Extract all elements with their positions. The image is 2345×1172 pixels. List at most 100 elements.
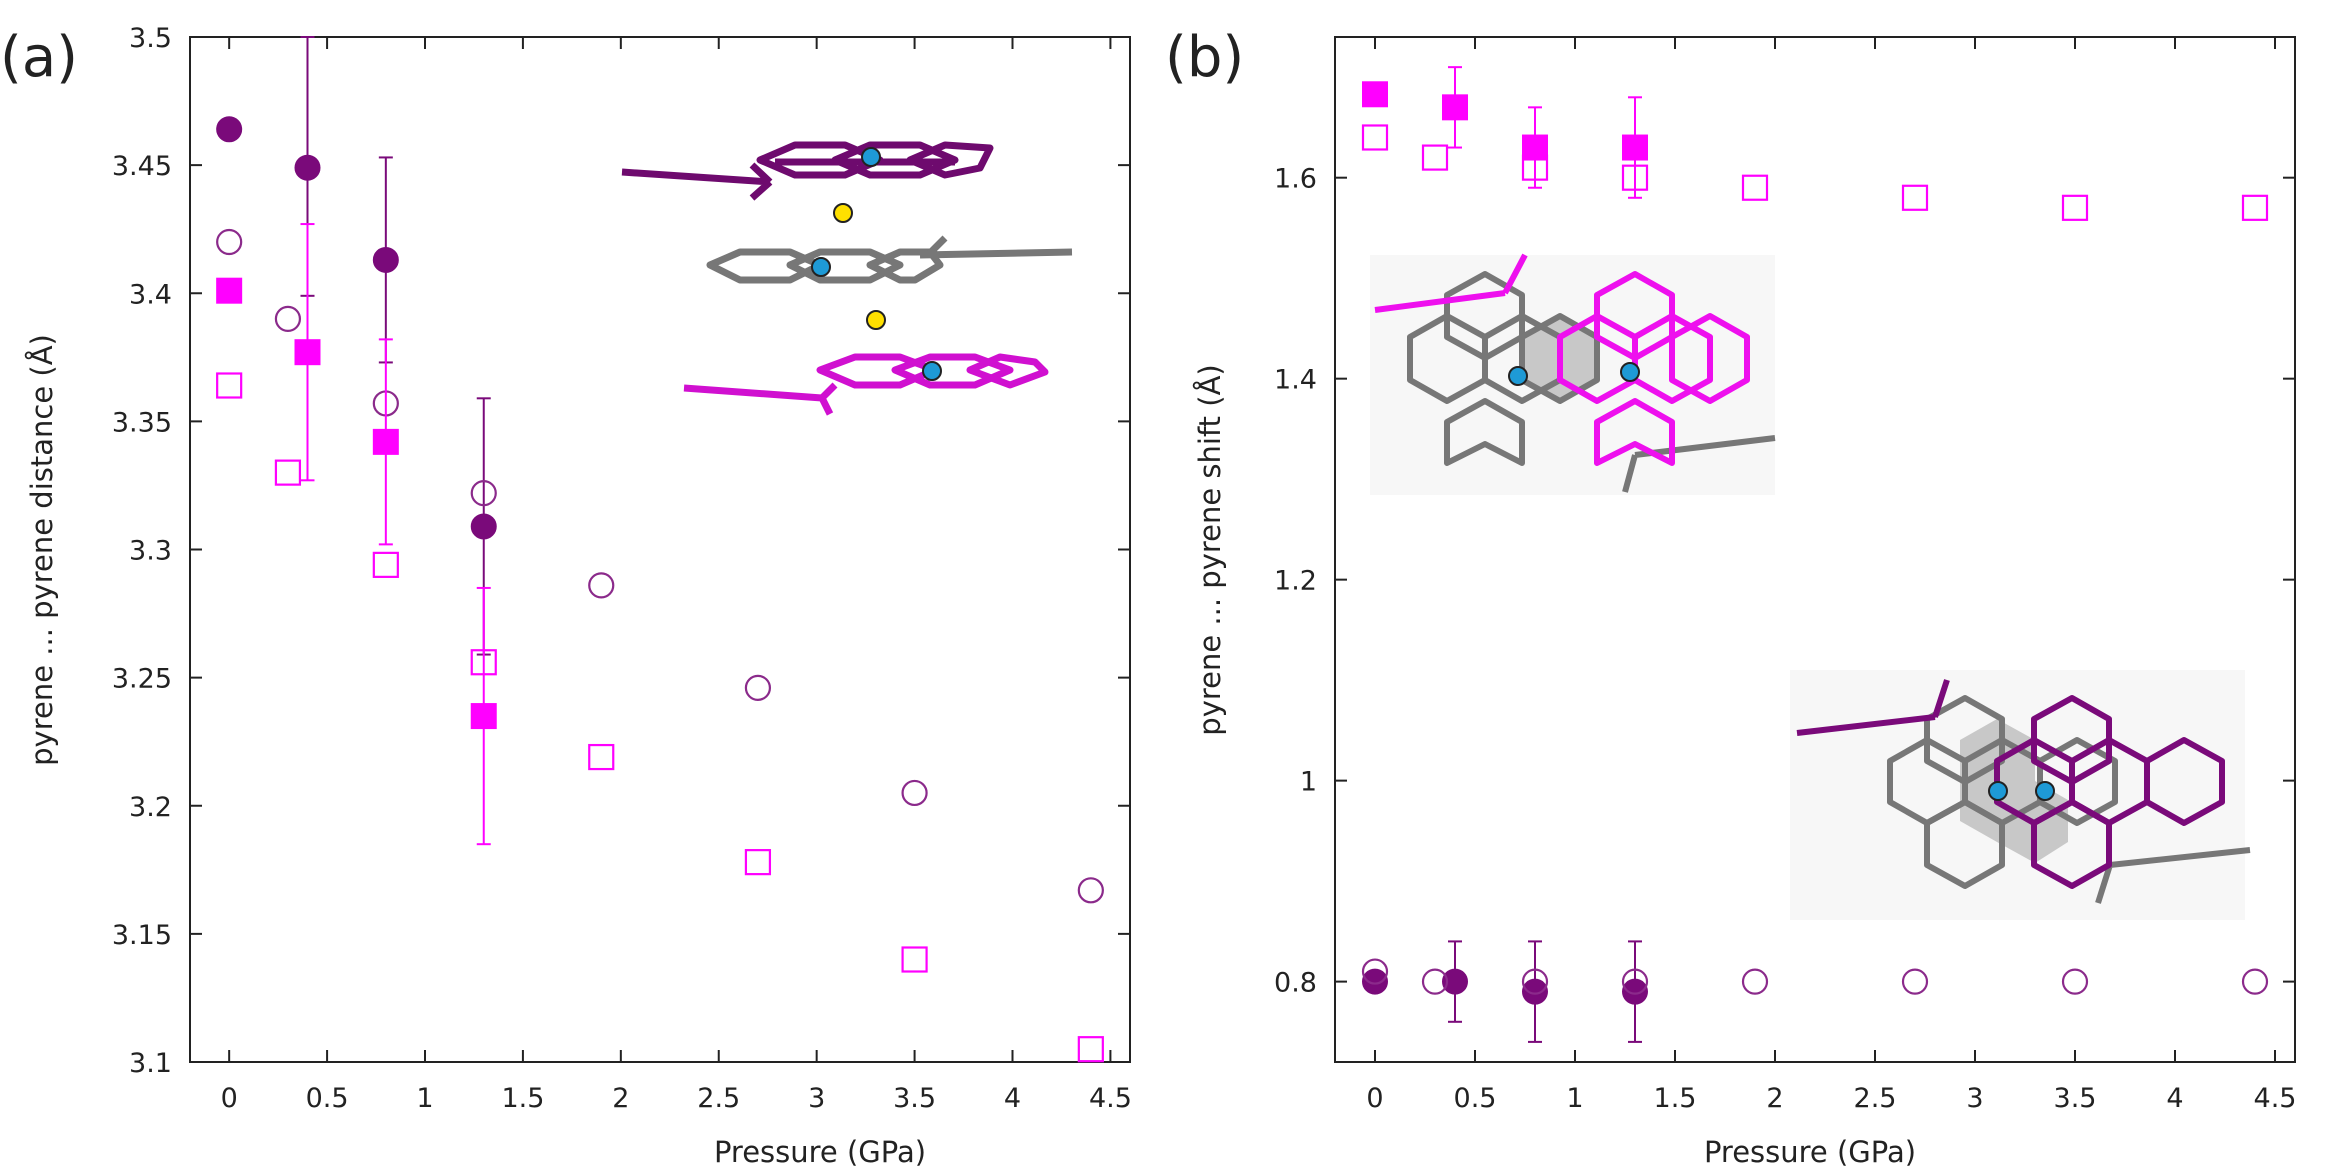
overlap-region: [1960, 719, 2068, 863]
data-point: [274, 305, 302, 332]
pyrene-bottom-molecule: [683, 353, 1049, 416]
data-point: [470, 480, 497, 507]
plot-frame: [189, 36, 1131, 1063]
y-tick-label: 3.4: [129, 279, 172, 310]
x-tick-label: 0.5: [306, 1083, 349, 1114]
x-tick-label: 1.5: [1654, 1083, 1697, 1114]
centroid-atom: [1508, 366, 1528, 386]
panel-b-xlabel: Pressure (GPa): [1704, 1135, 1916, 1169]
x-tick-label: 3.5: [2054, 1083, 2097, 1114]
x-tick-label: 4: [1004, 1083, 1021, 1114]
x-tick-label: 1: [1566, 1083, 1583, 1114]
panel-b-label: (b): [1165, 25, 1244, 90]
x-tick-label: 0: [221, 1083, 238, 1114]
series-open-square: [216, 372, 1104, 1063]
x-tick-label: 1.5: [501, 1083, 544, 1114]
data-point: [372, 551, 399, 578]
data-point: [744, 674, 772, 701]
pyrene-middle-molecule: [706, 235, 1073, 284]
panel-a-ylabel: pyrene ... pyrene distance (Å): [25, 334, 59, 766]
data-point: [2241, 194, 2269, 221]
metal-atom: [866, 310, 886, 330]
data-point: [470, 649, 497, 676]
panel-a: (a) Pressure (GPa) pyrene ... pyrene dis…: [0, 23, 1132, 1169]
centroid-atom: [922, 361, 942, 381]
overlap-illustration-magenta: [1370, 253, 1776, 495]
data-point: [901, 946, 928, 973]
x-tick-label: 2: [1766, 1083, 1783, 1114]
data-point: [1077, 1036, 1104, 1063]
data-point: [1622, 134, 1648, 161]
metal-atom: [833, 203, 853, 223]
y-tick-label: 3.3: [129, 536, 172, 567]
data-point: [1077, 877, 1104, 904]
panel-b: (b) Pressure (GPa) pyrene ... pyrene shi…: [1165, 25, 2296, 1169]
y-tick-label: 3.35: [112, 407, 172, 438]
data-point: [1521, 968, 1549, 995]
data-point: [2061, 968, 2089, 995]
plot-area: [1361, 66, 2269, 1043]
x-tick-label: 0.5: [1454, 1083, 1497, 1114]
x-tick-label: 2: [612, 1083, 629, 1114]
data-point: [1362, 81, 1388, 108]
plot-frame: [1334, 36, 2296, 1063]
data-point: [1361, 958, 1389, 985]
series-filled-square: [1362, 66, 1648, 199]
data-point: [294, 339, 321, 366]
x-tick-label: 0: [1366, 1083, 1383, 1114]
molecule-stack-illustration: [621, 141, 1073, 416]
data-point: [372, 246, 399, 273]
data-point: [1901, 968, 1929, 995]
series-open-circle: [216, 228, 1104, 904]
pyrene-purple-rings: [1796, 679, 2225, 889]
data-point: [1622, 978, 1648, 1005]
data-point: [216, 277, 243, 304]
data-point: [1442, 94, 1468, 121]
x-tick-label: 3.5: [893, 1083, 936, 1114]
centroid-atom: [811, 257, 831, 277]
overlap-illustration-purple: [1790, 670, 2251, 920]
data-point: [470, 513, 497, 540]
y-tick-label: 0.8: [1274, 968, 1317, 999]
x-tick-label: 4.5: [1089, 1083, 1132, 1114]
y-tick-label: 3.45: [112, 151, 172, 182]
data-point: [216, 228, 243, 256]
y-tick-label: 3.15: [112, 920, 172, 951]
data-point: [294, 154, 321, 181]
centroid-atom: [1988, 781, 2008, 801]
plot-area: [216, 36, 1104, 1063]
panel-a-xlabel: Pressure (GPa): [714, 1135, 926, 1169]
data-point: [1521, 154, 1549, 181]
series-open-square: [1361, 124, 2269, 221]
pyrene-gray-rings: [1887, 695, 2251, 904]
centroid-atom: [2035, 781, 2055, 801]
data-point: [588, 572, 615, 599]
series-filled-circle: [216, 36, 497, 656]
panel-b-ylabel: pyrene ... pyrene shift (Å): [1193, 364, 1227, 735]
y-tick-label: 1.6: [1274, 164, 1317, 195]
data-point: [216, 116, 243, 143]
centroid-atom: [861, 147, 881, 167]
data-point: [1362, 968, 1388, 995]
data-point: [216, 372, 243, 399]
y-tick-label: 3.1: [129, 1048, 172, 1079]
data-point: [2241, 968, 2269, 995]
y-tick-label: 1: [1300, 767, 1317, 798]
data-point: [1621, 164, 1649, 191]
y-tick-label: 1.2: [1274, 566, 1317, 597]
data-point: [1741, 968, 1769, 995]
data-point: [274, 459, 302, 486]
data-point: [901, 779, 928, 807]
data-point: [470, 703, 497, 730]
series-filled-circle: [1362, 940, 1648, 1043]
data-point: [1442, 968, 1468, 995]
data-point: [588, 743, 615, 771]
data-point: [1421, 968, 1449, 995]
x-tick-label: 4: [2166, 1083, 2183, 1114]
x-tick-label: 1: [416, 1083, 433, 1114]
data-point: [1741, 174, 1769, 201]
panel-a-label: (a): [0, 25, 78, 90]
data-point: [372, 428, 399, 455]
data-point: [1621, 968, 1649, 995]
